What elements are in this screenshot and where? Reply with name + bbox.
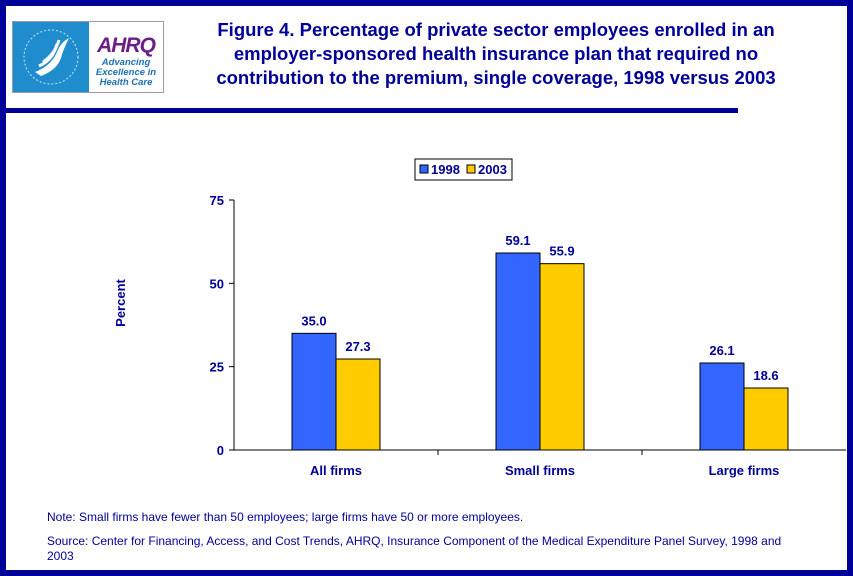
data-label: 27.3 [345,339,370,354]
x-tick-label: Small firms [505,463,575,478]
x-tick-label: Large firms [709,463,780,478]
hhs-eagle-logo [13,22,89,92]
y-tick-label: 25 [210,360,224,375]
figure-title: Figure 4. Percentage of private sector e… [216,19,776,88]
source-text: Source: Center for Financing, Access, an… [47,534,782,563]
data-label: 26.1 [709,343,734,358]
y-tick-label: 0 [217,443,224,458]
legend-swatch-1998 [419,164,429,174]
bar-1998 [495,252,541,451]
y-tick-label: 50 [210,276,224,291]
data-label: 55.9 [549,244,574,259]
y-tick-label: 75 [210,193,224,208]
x-tick-label: All firms [310,463,362,478]
note-text: Note: Small firms have fewer than 50 emp… [47,510,524,524]
header-divider [6,108,738,113]
ahrq-logo: AHRQ Advancing Excellence in Health Care [12,21,164,93]
legend-swatch-2003 [466,164,476,174]
ahrq-wordmark: AHRQ [97,34,156,57]
bar-chart: 0 25 50 75 Percent All firms 35.0 27.3 Small fir… [113,158,846,478]
bar-2003 [335,358,381,451]
bar-1998 [699,362,745,451]
legend-label: 2003 [478,162,507,177]
legend [414,158,513,181]
bar-2003 [539,263,585,451]
y-axis-label: Percent [113,278,128,326]
bar-1998 [291,332,337,451]
data-label: 18.6 [753,368,778,383]
legend-label: 1998 [431,162,460,177]
data-label: 35.0 [301,313,326,328]
bar-2003 [743,387,789,451]
data-label: 59.1 [505,233,530,248]
